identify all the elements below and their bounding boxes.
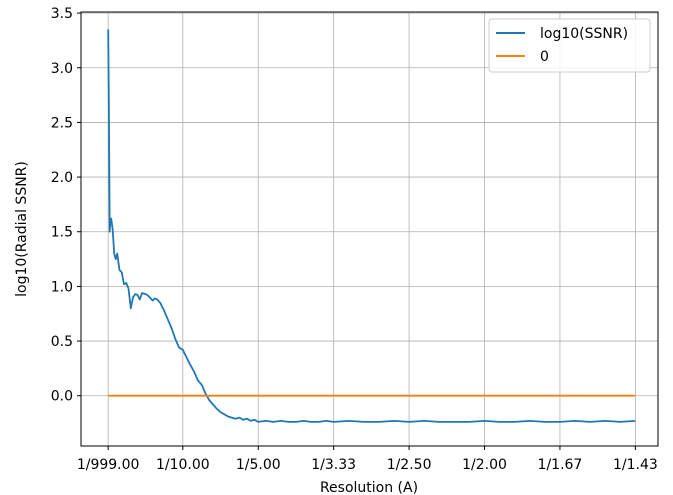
x-tick-label: 1/1.67 — [538, 457, 583, 473]
x-axis-label: Resolution (A) — [320, 480, 418, 495]
y-tick-label: 0.5 — [51, 334, 73, 350]
y-axis-label: log10(Radial SSNR) — [14, 161, 30, 297]
x-tick-label: 1/1.43 — [613, 457, 658, 473]
x-axis: 1/999.00 1/10.00 1/5.00 1/3.33 1/2.50 1/2.00 1… — [77, 446, 658, 473]
x-tick-label: 1/5.00 — [236, 457, 281, 473]
y-tick-label: 0.0 — [51, 389, 73, 405]
grid — [81, 12, 658, 446]
x-tick-label: 1/10.00 — [156, 457, 210, 473]
legend: log10(SSNR) 0 — [488, 18, 651, 73]
x-tick-label: 1/2.50 — [387, 457, 432, 473]
plot-frame — [80, 11, 659, 447]
y-tick-label: 2.5 — [51, 115, 73, 131]
series-line-0 — [107, 29, 636, 423]
x-tick-label: 1/999.00 — [77, 457, 140, 473]
y-tick-label: 3.0 — [51, 61, 73, 77]
y-axis: 0.0 0.5 1.0 1.5 2.0 2.5 3.0 3.5 — [51, 6, 81, 405]
y-tick-label: 2.0 — [51, 170, 73, 186]
y-tick-label: 1.5 — [51, 225, 73, 241]
x-tick-label: 1/3.33 — [311, 457, 356, 473]
plot-area — [81, 12, 658, 446]
x-tick-label: 1/2.00 — [462, 457, 507, 473]
legend-box — [488, 18, 651, 73]
legend-label-ssnr: log10(SSNR) — [540, 26, 628, 42]
legend-label-zero: 0 — [540, 49, 549, 65]
y-tick-label: 1.0 — [51, 279, 73, 295]
y-tick-label: 3.5 — [51, 6, 73, 22]
series-layer — [107, 29, 636, 423]
